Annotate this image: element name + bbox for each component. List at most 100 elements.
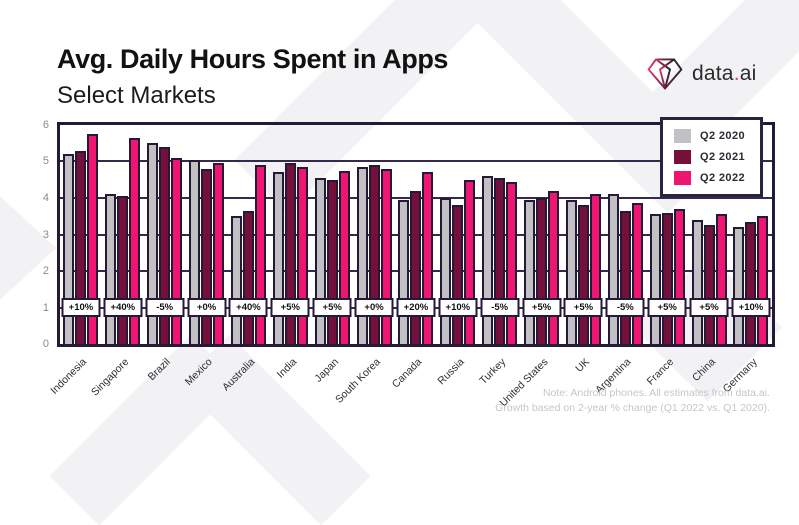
bar-q2-2022 — [673, 208, 685, 344]
legend-label: Q2 2020 — [699, 130, 745, 142]
page-title: Avg. Daily Hours Spent in Apps — [57, 44, 449, 74]
bar-q2-2021 — [284, 163, 296, 344]
dataai-logo: data.ai — [645, 54, 756, 94]
growth-badge: +0% — [187, 298, 227, 317]
logo-dot: . — [733, 62, 740, 85]
bar-q2-2021 — [494, 177, 506, 344]
bar-q2-2021 — [452, 205, 464, 344]
bar-q2-2021 — [619, 210, 631, 344]
bar-q2-2022 — [757, 216, 769, 344]
bar-group-france: +5% France — [644, 125, 688, 388]
growth-badge: +5% — [312, 298, 352, 317]
bar-q2-2022 — [380, 168, 392, 344]
growth-badge: +5% — [689, 298, 729, 317]
legend-row: Q2 2022 — [673, 171, 745, 185]
footnote-line2: Growth based on 2-year % change (Q1 2022… — [495, 402, 770, 415]
growth-badge: +5% — [563, 298, 603, 317]
bar-q2-2020 — [482, 176, 494, 344]
legend-swatch — [673, 150, 691, 164]
bar-group-turkey: -5% Turkey — [477, 125, 521, 387]
bar-group-germany: +10% Germany — [720, 125, 772, 395]
bar-group-brazil: -5% Brazil — [144, 125, 186, 383]
growth-badge: +40% — [103, 298, 143, 317]
x-axis-label: Japan — [311, 356, 341, 385]
growth-badge: +10% — [438, 298, 478, 317]
y-axis-tick-label: 5 — [42, 155, 49, 168]
bar-q2-2022 — [506, 181, 518, 344]
bar-group-south-korea: +0% South Korea — [333, 125, 395, 406]
bar-group-russia: +10% Russia — [435, 125, 479, 387]
logo-part2: ai — [739, 62, 757, 85]
bar-q2-2021 — [201, 168, 213, 344]
bar-q2-2022 — [296, 166, 308, 344]
growth-badge: +5% — [647, 298, 687, 317]
bar-group-japan: +5% Japan — [311, 125, 353, 385]
growth-badge: +40% — [228, 298, 268, 317]
bar-q2-2020 — [649, 214, 661, 344]
bar-q2-2022 — [589, 194, 601, 344]
bar-q2-2020 — [524, 199, 536, 344]
gridline — [60, 160, 772, 163]
bar-q2-2021 — [117, 196, 129, 344]
legend-swatch — [673, 171, 691, 185]
growth-badge: +10% — [731, 298, 771, 317]
bar-q2-2022 — [254, 165, 266, 344]
bar-q2-2022 — [171, 157, 183, 344]
legend-swatch — [673, 129, 691, 143]
bar-group-mexico: +0% Mexico — [183, 125, 228, 388]
bar-q2-2022 — [464, 179, 476, 344]
bar-group-india: +5% India — [269, 125, 311, 381]
bar-q2-2022 — [631, 203, 643, 344]
legend-label: Q2 2021 — [699, 151, 745, 163]
bar-q2-2020 — [398, 199, 410, 344]
x-axis-label: Canada — [389, 356, 425, 391]
growth-badge: +0% — [354, 298, 394, 317]
chart-plot-area: +10% Indonesia +40% Singapore -5% Brazil +0% Me… — [43, 117, 775, 409]
y-axis-tick-label: 6 — [42, 119, 49, 131]
bar-group-uk: +5% UK — [563, 125, 605, 375]
bar-q2-2020 — [356, 166, 368, 344]
growth-badge: -5% — [480, 298, 520, 317]
bar-group-argentina: -5% Argentina — [594, 125, 646, 396]
bar-q2-2021 — [661, 212, 673, 344]
bar-q2-2021 — [75, 150, 87, 344]
bar-q2-2022 — [129, 137, 141, 344]
growth-badge: -5% — [145, 298, 185, 317]
bar-q2-2020 — [147, 143, 159, 344]
y-axis-tick-label: 0 — [42, 338, 49, 350]
bar-q2-2022 — [548, 190, 560, 344]
bar-q2-2021 — [703, 225, 715, 344]
bar-q2-2020 — [105, 194, 117, 344]
bar-q2-2021 — [242, 210, 254, 344]
growth-badge: +5% — [270, 298, 310, 317]
bar-q2-2020 — [691, 219, 703, 344]
bar-q2-2020 — [440, 198, 452, 344]
bar-group-china: +5% China — [688, 125, 730, 384]
bar-q2-2021 — [368, 165, 380, 344]
bar-q2-2022 — [715, 214, 727, 344]
x-axis-label: Indonesia — [48, 356, 90, 397]
bar-q2-2022 — [87, 134, 99, 344]
logo-wordmark: data.ai — [692, 62, 756, 86]
bar-q2-2020 — [189, 159, 201, 344]
legend-row: Q2 2021 — [673, 150, 745, 164]
x-axis-label: France — [644, 356, 676, 388]
y-axis-tick-label: 4 — [42, 191, 49, 204]
bar-q2-2021 — [536, 198, 548, 344]
bar-group-indonesia: +10% Indonesia — [49, 125, 102, 397]
y-axis-tick-label: 1 — [42, 301, 49, 314]
bar-q2-2020 — [607, 194, 619, 344]
bar-group-singapore: +40% Singapore — [89, 125, 144, 398]
bar-groups: +10% Indonesia +40% Singapore -5% Brazil +0% Me… — [49, 125, 772, 409]
bar-group-canada: +20% Canada — [390, 125, 437, 390]
page-subtitle: Select Markets — [57, 82, 216, 109]
x-axis-label: UK — [573, 356, 592, 375]
chart-legend: Q2 2020 Q2 2021 Q2 2022 — [659, 117, 763, 197]
y-axis-tick-label: 2 — [42, 264, 49, 277]
y-axis-tick-label: 3 — [42, 228, 49, 241]
x-axis-label: Singapore — [88, 356, 132, 399]
footnote: Note: Android phones. All estimates from… — [495, 386, 770, 416]
bar-q2-2022 — [338, 170, 350, 344]
growth-badge: +10% — [61, 298, 101, 317]
diamond-gem-icon — [647, 58, 683, 90]
